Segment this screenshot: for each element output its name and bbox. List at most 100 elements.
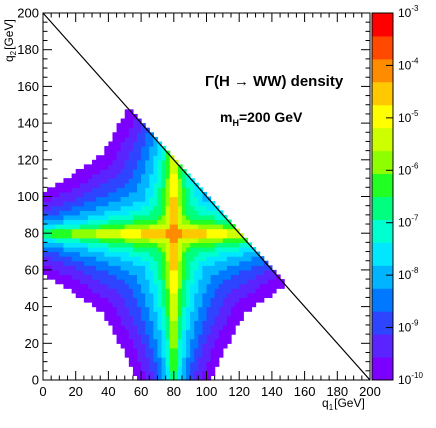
heatmap-cell: [169, 283, 175, 289]
heatmap-cell: [132, 224, 138, 230]
heatmap-cell: [71, 269, 77, 276]
heatmap-cell: [137, 366, 142, 372]
heatmap-cell: [161, 334, 167, 340]
heatmap-cell: [141, 196, 146, 202]
heatmap-cell: [141, 370, 146, 377]
heatmap-cell: [83, 246, 89, 253]
heatmap-cell: [92, 242, 97, 248]
heatmap-cell: [218, 233, 224, 239]
heatmap-cell: [251, 269, 257, 276]
heatmap-cell: [141, 228, 146, 234]
heatmap-cell: [145, 164, 150, 170]
heatmap-cell: [145, 283, 150, 289]
heatmap-cell: [141, 347, 146, 354]
heatmap-cell: [194, 260, 199, 266]
heatmap-cell: [161, 256, 167, 262]
heatmap-cell: [128, 357, 134, 363]
heatmap-cell: [100, 173, 105, 179]
heatmap-cell: [104, 260, 109, 266]
heatmap-cell: [71, 201, 77, 207]
heatmap-cell: [177, 173, 183, 179]
heatmap-cell: [202, 219, 208, 225]
heatmap-cell: [247, 292, 253, 299]
heatmap-cell: [169, 366, 175, 372]
heatmap-cell: [202, 370, 208, 377]
heatmap-cell: [202, 214, 208, 221]
heatmap-cell: [177, 311, 183, 317]
heatmap-cell: [55, 237, 60, 243]
heatmap-cell: [198, 233, 204, 239]
heatmap-cell: [190, 288, 195, 294]
heatmap-cell: [43, 237, 48, 243]
heatmap-cell: [100, 302, 105, 308]
heatmap-cell: [194, 306, 199, 312]
heatmap-cell: [214, 334, 220, 340]
heatmap-cell: [198, 288, 204, 294]
heatmap-cell: [169, 329, 175, 335]
heatmap-cell: [55, 210, 60, 216]
heatmap-cell: [132, 205, 138, 211]
heatmap-cell: [218, 320, 224, 326]
colorbar-tick-label: 10-3: [398, 4, 419, 20]
heatmap-cell: [169, 224, 175, 230]
heatmap-cell: [173, 224, 179, 230]
heatmap-cell: [186, 366, 191, 372]
heatmap-cell: [149, 159, 154, 165]
heatmap-cell: [214, 338, 220, 344]
heatmap-cell: [104, 292, 109, 299]
heatmap-cell: [132, 288, 138, 294]
heatmap-cell: [63, 237, 69, 243]
heatmap-cell: [214, 352, 220, 358]
heatmap-cell: [120, 343, 126, 349]
heatmap-cell: [239, 283, 244, 289]
heatmap-cell: [92, 219, 97, 225]
heatmap-cell: [206, 269, 212, 276]
heatmap-cell: [165, 357, 171, 363]
heatmap-cell: [243, 242, 248, 248]
heatmap-cell: [79, 237, 85, 243]
heatmap-cell: [149, 187, 154, 193]
heatmap-cell: [104, 219, 109, 225]
heatmap-cell: [153, 224, 159, 230]
heatmap-cell: [100, 159, 105, 165]
heatmap-cell: [47, 219, 52, 225]
heatmap-cell: [222, 324, 228, 331]
heatmap-cell: [116, 214, 122, 221]
chart-subtitle: mH=200 GeV: [220, 109, 303, 128]
heatmap-cell: [173, 329, 179, 335]
heatmap-cell: [218, 288, 224, 294]
heatmap-cell: [157, 178, 163, 184]
heatmap-cell: [75, 251, 81, 257]
heatmap-cell: [202, 228, 208, 234]
heatmap-cell: [120, 242, 126, 248]
heatmap-cell: [59, 219, 65, 225]
heatmap-cell: [104, 242, 109, 248]
heatmap-cell: [63, 233, 69, 239]
heatmap-cell: [137, 201, 142, 207]
heatmap-cell: [100, 292, 105, 299]
heatmap-cell: [128, 302, 134, 308]
heatmap-cell: [153, 347, 159, 354]
heatmap-cell: [190, 256, 195, 262]
heatmap-cell: [271, 288, 277, 294]
heatmap-cell: [96, 164, 101, 170]
y-tick-label: 20: [25, 336, 39, 351]
heatmap-cell: [202, 315, 208, 321]
heatmap-cell: [132, 136, 138, 143]
heatmap-cell: [116, 224, 122, 230]
heatmap-cell: [235, 265, 240, 271]
heatmap-cell: [165, 315, 171, 321]
heatmap-cell: [157, 168, 163, 175]
heatmap-cell: [145, 265, 150, 271]
heatmap-cell: [116, 141, 122, 147]
heatmap-cell: [132, 320, 138, 326]
heatmap-cell: [112, 233, 118, 239]
heatmap-cell: [79, 269, 85, 276]
heatmap-cell: [190, 196, 195, 202]
heatmap-cell: [194, 334, 199, 340]
heatmap-cell: [198, 251, 204, 257]
heatmap-cell: [137, 256, 142, 262]
heatmap-cell: [87, 168, 93, 175]
heatmap-cell: [116, 210, 122, 216]
heatmap-cell: [104, 274, 109, 280]
